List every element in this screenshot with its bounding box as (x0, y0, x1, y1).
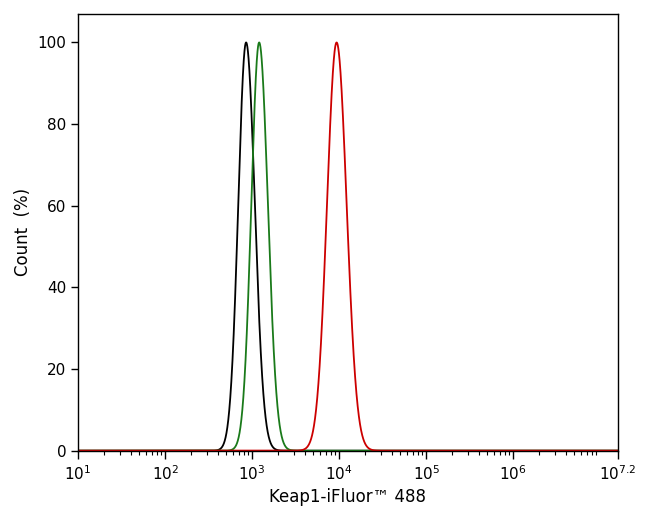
Y-axis label: Count  (%): Count (%) (14, 188, 32, 276)
X-axis label: Keap1-iFluor™ 488: Keap1-iFluor™ 488 (269, 488, 426, 506)
